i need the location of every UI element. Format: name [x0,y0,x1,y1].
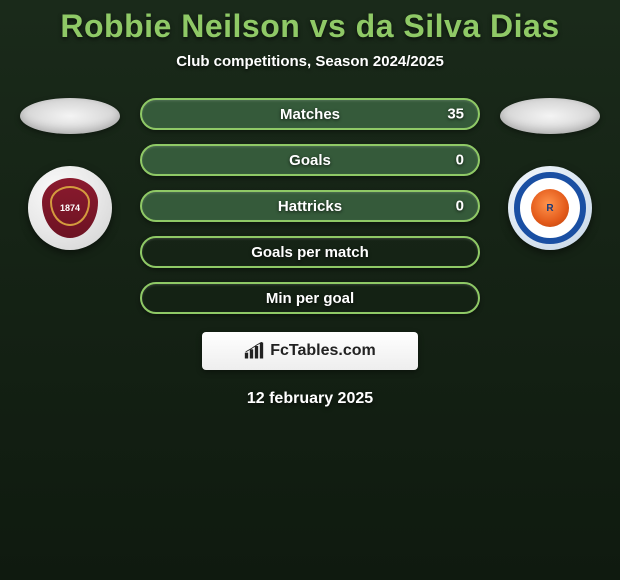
stats-column: Matches 35 Goals 0 Hattricks 0 Goals per… [140,98,480,328]
infographic-root: Robbie Neilson vs da Silva Dias Club com… [0,0,620,408]
bar-chart-icon [244,342,264,360]
stat-label: Matches [280,106,340,123]
stat-row-hattricks: Hattricks 0 [140,190,480,222]
stat-value-right: 35 [447,106,464,123]
stat-value-right: 0 [456,152,464,169]
stat-value-right: 0 [456,198,464,215]
stat-row-goals-per-match: Goals per match [140,236,480,268]
player-left-column: 1874 [10,98,130,250]
hearts-crest-icon: 1874 [42,178,98,238]
stat-label: Goals [289,152,331,169]
rangers-monogram: R [531,189,569,227]
branding-box: FcTables.com [202,332,418,370]
player-right-avatar-placeholder [500,98,600,134]
player-left-avatar-placeholder [20,98,120,134]
club-badge-hearts: 1874 [28,166,112,250]
rangers-crest-icon: R [514,172,586,244]
stat-label: Hattricks [278,198,342,215]
stat-row-min-per-goal: Min per goal [140,282,480,314]
stat-label: Goals per match [251,244,369,261]
stat-label: Min per goal [266,290,354,307]
hearts-year: 1874 [60,203,80,213]
page-subtitle: Club competitions, Season 2024/2025 [0,53,620,70]
stat-row-matches: Matches 35 [140,98,480,130]
stat-row-goals: Goals 0 [140,144,480,176]
branding-text: FcTables.com [270,342,376,360]
page-title: Robbie Neilson vs da Silva Dias [0,8,620,45]
footer-date: 12 february 2025 [0,390,620,408]
player-right-column: R [490,98,610,250]
club-badge-rangers: R [508,166,592,250]
main-row: 1874 Matches 35 Goals 0 Hattricks 0 Goal… [0,98,620,328]
